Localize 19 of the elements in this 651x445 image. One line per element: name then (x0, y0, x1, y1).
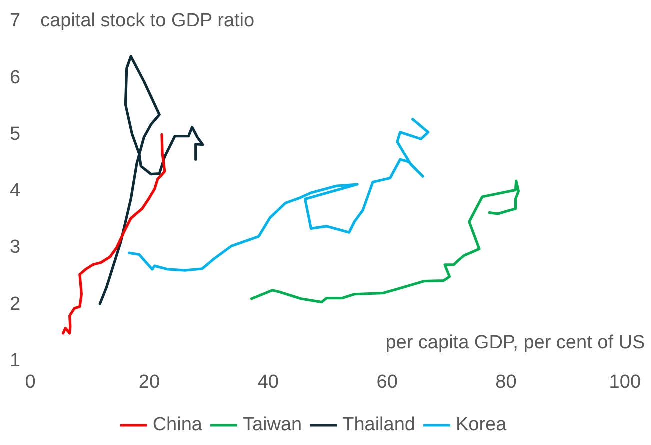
y-tick-label: 2 (10, 294, 21, 315)
x-tick-label: 80 (496, 372, 517, 393)
y-tick-label: 3 (10, 237, 21, 258)
legend-label: China (152, 414, 203, 436)
legend-label: Thailand (342, 414, 416, 436)
y-tick-label: 1 (10, 350, 21, 372)
y-axis-title: capital stock to GDP ratio (40, 10, 255, 32)
x-tick-label: 100 (609, 372, 641, 393)
y-tick-label: 6 (10, 67, 21, 88)
y-tick-label: 5 (10, 124, 21, 145)
x-axis-title: per capita GDP, per cent of US (386, 332, 646, 354)
x-tick-label: 0 (25, 372, 36, 393)
x-tick-label: 20 (138, 372, 160, 393)
y-tick-label: 4 (10, 180, 21, 202)
x-tick-label: 60 (376, 372, 398, 393)
legend-label: Korea (456, 414, 508, 436)
x-tick-label: 40 (258, 372, 279, 393)
legend-label: Taiwan (242, 414, 302, 436)
y-tick-label: 7 (10, 10, 21, 32)
